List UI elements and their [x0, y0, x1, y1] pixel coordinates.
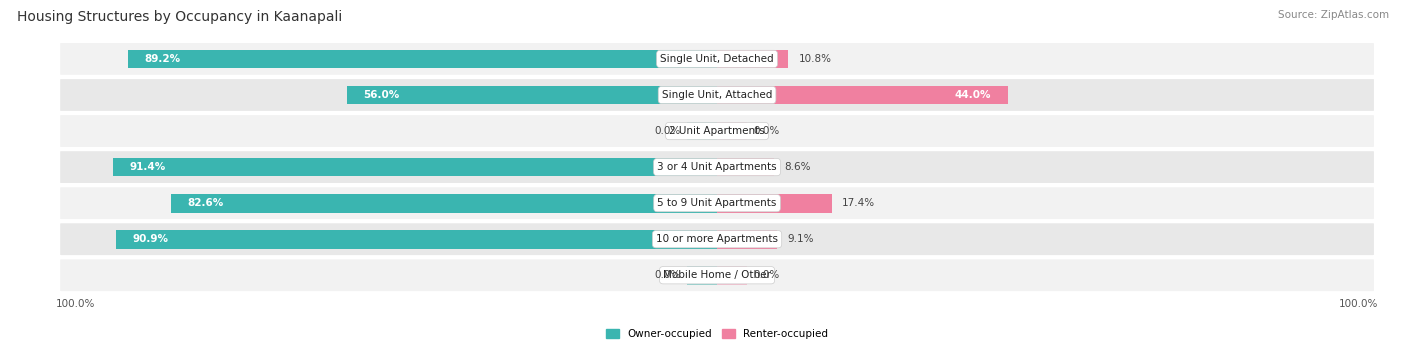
Text: 0.0%: 0.0% — [754, 126, 780, 136]
FancyBboxPatch shape — [59, 150, 1375, 184]
Bar — [117, 230, 717, 249]
Bar — [717, 266, 747, 285]
FancyBboxPatch shape — [59, 114, 1375, 148]
Text: 100.0%: 100.0% — [56, 299, 96, 309]
Text: Housing Structures by Occupancy in Kaanapali: Housing Structures by Occupancy in Kaana… — [17, 10, 342, 24]
FancyBboxPatch shape — [59, 258, 1375, 292]
Text: 89.2%: 89.2% — [145, 54, 180, 64]
Bar — [688, 122, 717, 140]
Text: Single Unit, Detached: Single Unit, Detached — [661, 54, 773, 64]
Text: 8.6%: 8.6% — [783, 162, 810, 172]
Bar — [112, 158, 717, 176]
Bar — [717, 122, 747, 140]
Text: 91.4%: 91.4% — [129, 162, 166, 172]
Text: 0.0%: 0.0% — [754, 270, 780, 280]
Text: 0.0%: 0.0% — [654, 270, 681, 280]
Bar — [688, 266, 717, 285]
Text: 2 Unit Apartments: 2 Unit Apartments — [669, 126, 765, 136]
Legend: Owner-occupied, Renter-occupied: Owner-occupied, Renter-occupied — [602, 325, 832, 341]
Bar — [347, 86, 717, 104]
Text: 5 to 9 Unit Apartments: 5 to 9 Unit Apartments — [658, 198, 776, 208]
Bar — [717, 49, 789, 68]
Bar — [172, 194, 717, 212]
Bar — [717, 158, 773, 176]
Text: 0.0%: 0.0% — [654, 126, 681, 136]
Text: Mobile Home / Other: Mobile Home / Other — [664, 270, 770, 280]
Text: 3 or 4 Unit Apartments: 3 or 4 Unit Apartments — [657, 162, 778, 172]
Text: 82.6%: 82.6% — [188, 198, 224, 208]
Text: 44.0%: 44.0% — [955, 90, 991, 100]
FancyBboxPatch shape — [59, 42, 1375, 76]
Bar — [717, 86, 1008, 104]
Text: 56.0%: 56.0% — [364, 90, 399, 100]
Text: Single Unit, Attached: Single Unit, Attached — [662, 90, 772, 100]
FancyBboxPatch shape — [59, 186, 1375, 220]
Bar — [717, 230, 778, 249]
FancyBboxPatch shape — [59, 78, 1375, 112]
Text: 100.0%: 100.0% — [1339, 299, 1378, 309]
Text: 9.1%: 9.1% — [787, 234, 814, 244]
FancyBboxPatch shape — [59, 222, 1375, 256]
Bar — [717, 194, 832, 212]
Text: 10 or more Apartments: 10 or more Apartments — [657, 234, 778, 244]
Text: 90.9%: 90.9% — [134, 234, 169, 244]
Text: Source: ZipAtlas.com: Source: ZipAtlas.com — [1278, 10, 1389, 20]
Bar — [128, 49, 717, 68]
Text: 17.4%: 17.4% — [842, 198, 875, 208]
Text: 10.8%: 10.8% — [799, 54, 831, 64]
